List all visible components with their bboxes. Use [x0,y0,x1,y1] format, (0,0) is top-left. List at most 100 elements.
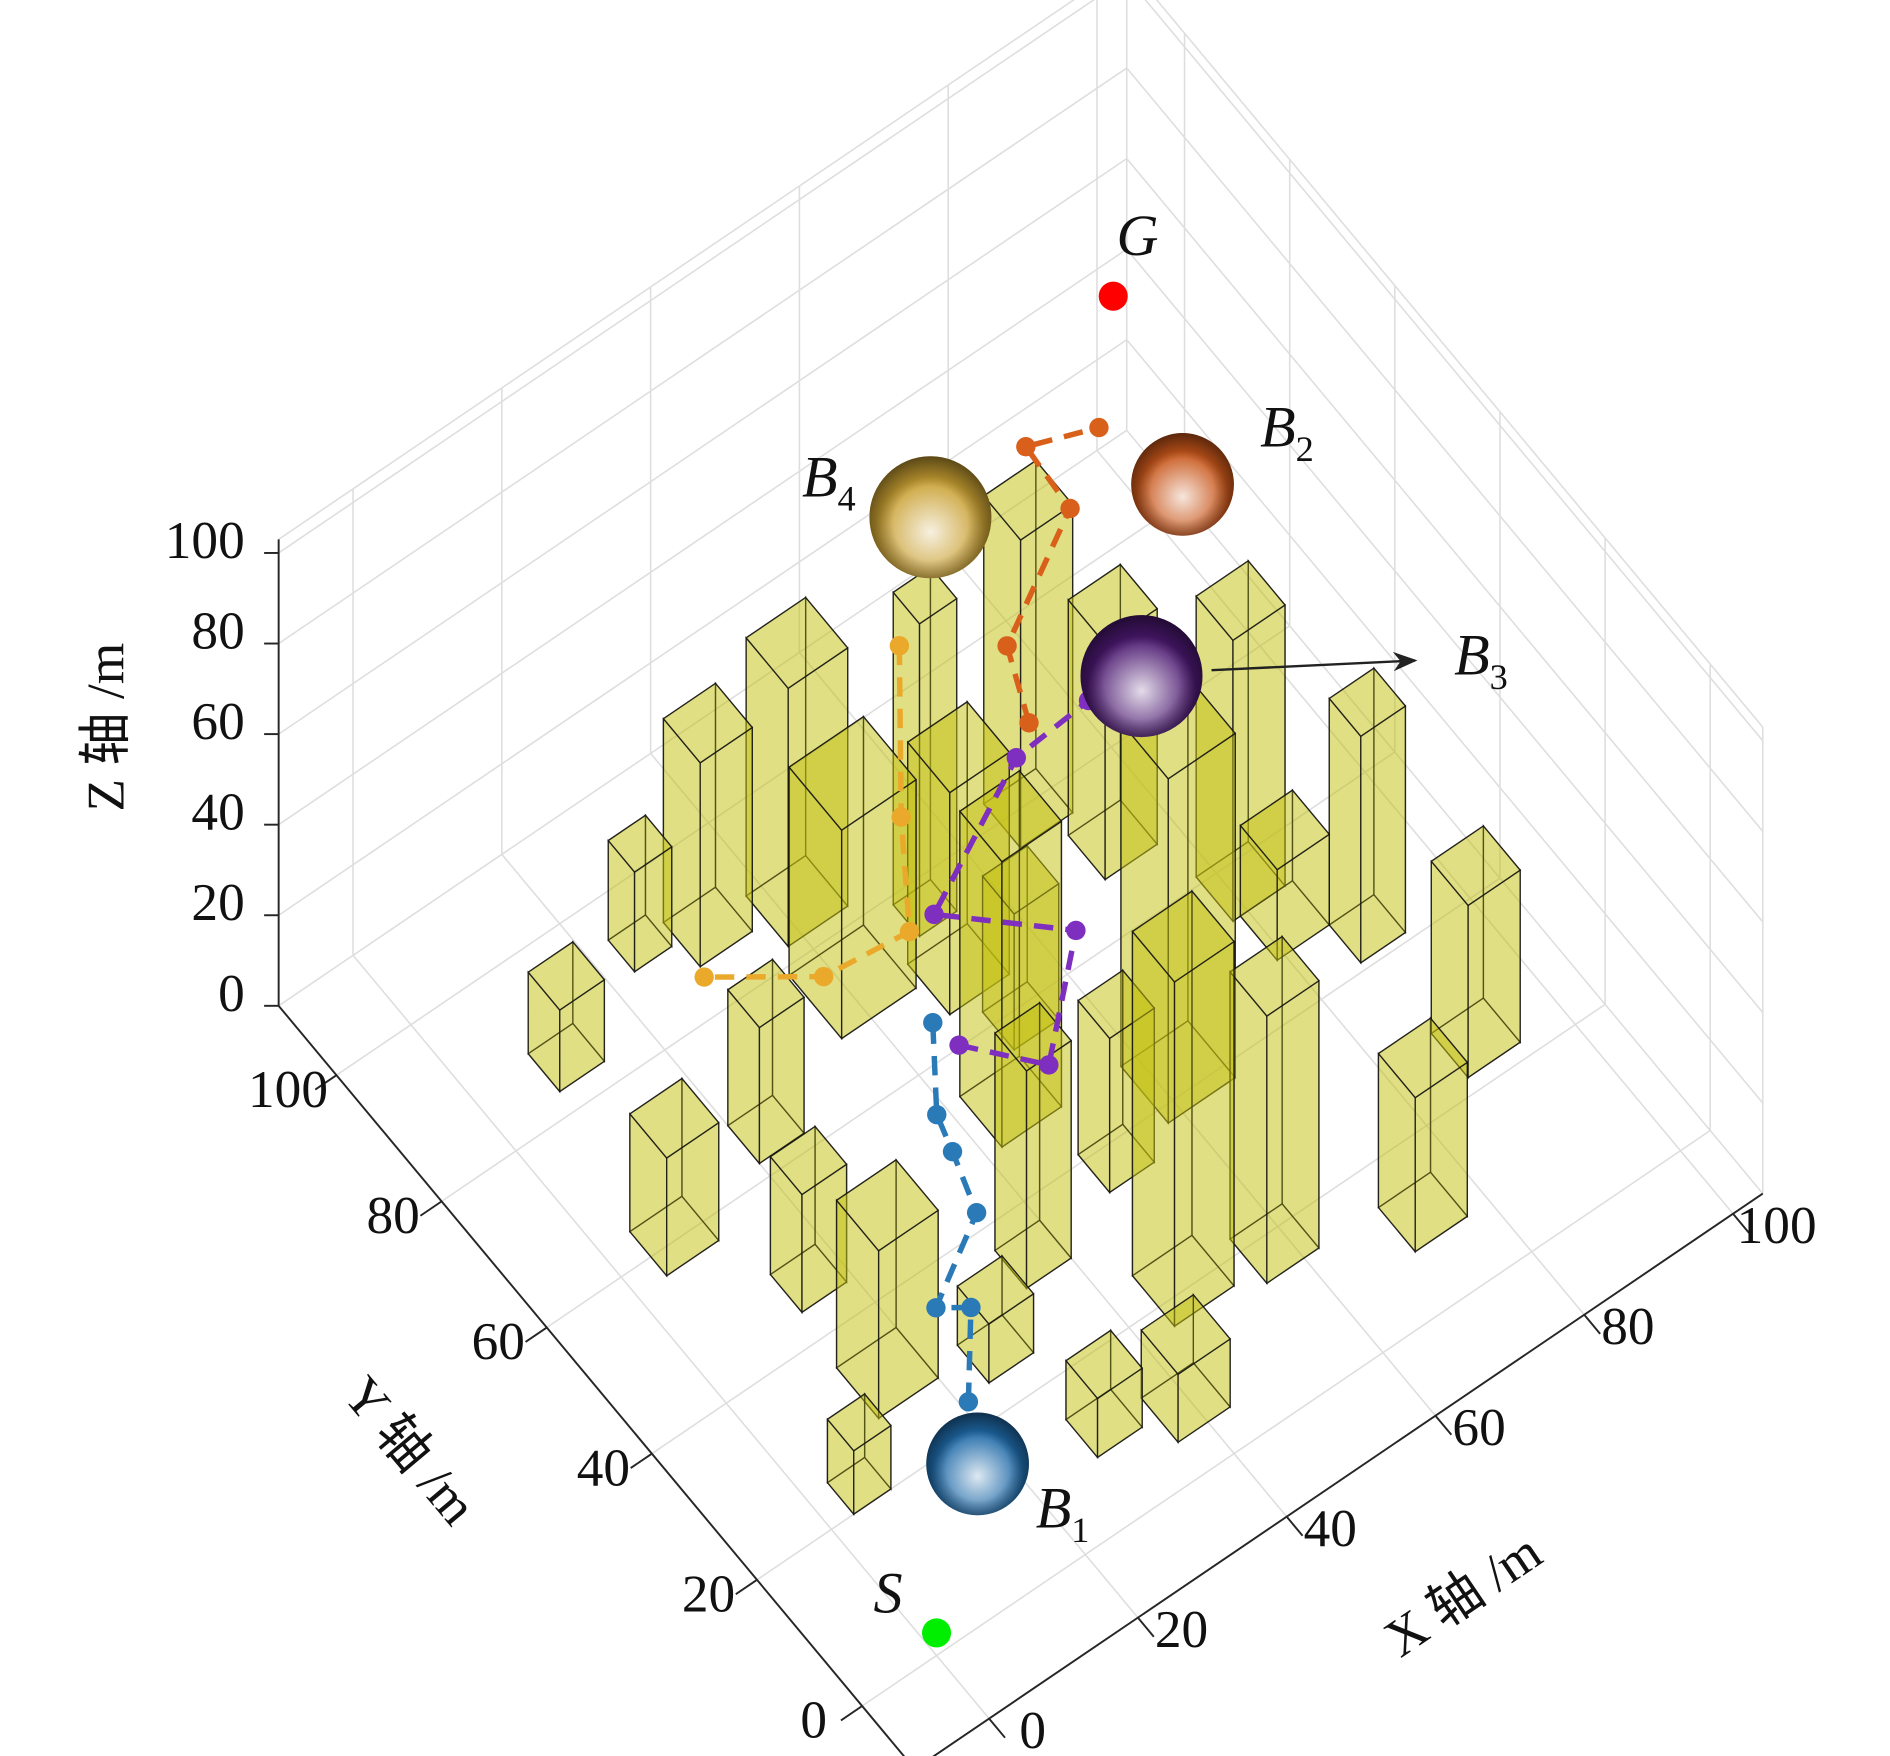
sphere-label-letter: B [1036,1476,1072,1541]
building-face [1077,969,1156,1040]
building-face [527,941,606,1011]
grid-line [756,1003,1606,1581]
sphere-shading [1131,433,1234,536]
sphere-label-sub: 3 [1490,657,1508,697]
x-tick-label: 0 [1019,1701,1046,1756]
building [1328,666,1407,965]
building-face [788,715,918,832]
path-marker [694,967,714,987]
building [788,714,918,1041]
building-face [1328,667,1407,738]
y-axis-title: Y 轴 /m [332,1366,488,1536]
x-tick-label: 60 [1452,1398,1505,1457]
building-face [1266,979,1320,1285]
grid-line [352,954,990,1720]
building-face [1229,970,1268,1286]
building [1131,889,1235,1329]
y-tick-label: 80 [367,1186,420,1245]
y-tick-label: 0 [800,1691,827,1750]
y-tick [630,1452,653,1469]
building-face [1430,825,1522,907]
sphere-label: B3 [1454,623,1508,697]
building-face [1360,704,1407,965]
building-face [1328,696,1362,965]
y-tick [314,1074,338,1091]
z-axis-title: Z 轴 /m [77,643,136,812]
point-label: G [1116,203,1158,268]
x-tick [1583,1314,1601,1335]
building [607,813,673,974]
sphere-label: B1 [1036,1476,1090,1550]
sphere-shading [1080,615,1203,738]
y-tick-label: 20 [682,1564,735,1623]
path-marker [997,636,1017,656]
path-marker [1016,437,1036,457]
z-tick-label: 100 [165,511,245,570]
y-tick [840,1705,863,1722]
path-marker [958,1392,979,1412]
path-marker [949,1035,969,1055]
point-label: S [874,1560,903,1625]
grid-line [947,550,1585,1316]
building-face [835,1159,940,1252]
z-tick-label: 80 [191,601,244,660]
building-face [994,1031,1028,1291]
grid-line [651,877,1501,1455]
sphere-shading [869,456,992,579]
sphere-label-sub: 1 [1071,1510,1089,1550]
z-tick-label: 0 [218,964,245,1023]
point-marker [1098,281,1128,311]
building-face [607,814,673,873]
building [835,1158,940,1421]
building [745,595,849,949]
point-marker [921,1618,952,1648]
building-face [1131,929,1176,1329]
x-tick [988,1717,1006,1739]
path-marker [966,1203,987,1223]
path-marker [1066,920,1086,941]
y-tick-label: 40 [577,1438,630,1497]
building [826,1392,892,1517]
building-face [769,1125,848,1196]
y-tick-label: 100 [248,1060,328,1119]
x-tick-label: 80 [1601,1297,1654,1356]
x-axis-title: X 轴 /m [1374,1522,1552,1669]
building [1119,674,1237,1125]
building-face [1173,940,1235,1328]
building [769,1124,848,1315]
annotation-arrow [1211,651,1418,672]
building [726,957,806,1166]
z-tick-label: 60 [191,692,244,751]
building-face [699,726,753,968]
path-marker [889,636,910,656]
x-axis-line [932,1192,1764,1756]
path-marker [923,1012,943,1033]
building-face [628,1077,720,1159]
building [1430,824,1522,1080]
sphere-label-sub: 2 [1296,429,1314,469]
x-tick-label: 100 [1737,1196,1817,1255]
grid-line [1144,0,1764,742]
path-marker [927,1104,947,1125]
building-face [1140,1293,1232,1376]
grid-line [278,0,1095,554]
grid-line [278,339,1128,916]
building [1239,788,1331,963]
building [1140,1292,1232,1445]
x-tick-label: 20 [1155,1600,1208,1659]
sphere-shading [926,1412,1029,1516]
grid-edge [278,0,1075,541]
path-marker [1019,713,1039,733]
path-marker [1039,1055,1059,1075]
x-tick [1434,1415,1453,1436]
building [993,1000,1073,1291]
sphere-label: B2 [1260,395,1314,469]
building-face [1131,890,1235,983]
building-face [662,682,754,764]
path-line [929,698,1091,1069]
grid-line [1126,248,1764,1013]
grid-line [1126,158,1764,923]
